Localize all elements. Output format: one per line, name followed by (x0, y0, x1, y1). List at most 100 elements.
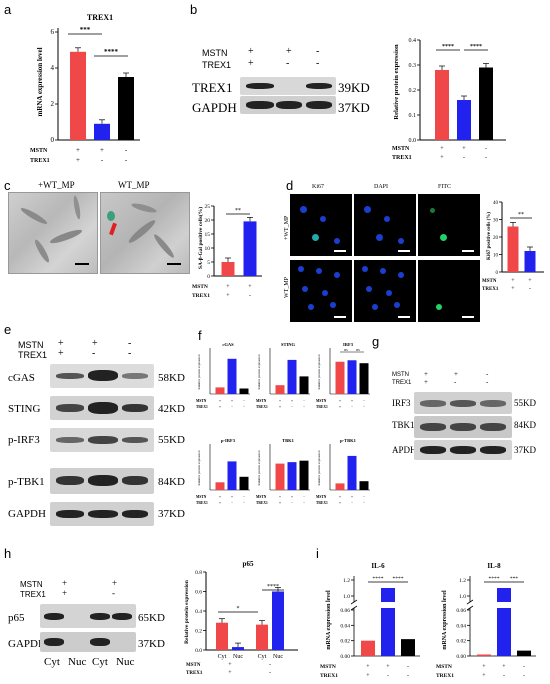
bar (435, 70, 449, 140)
y-tick-label: 0.2 (409, 88, 417, 94)
mark: + (440, 145, 444, 152)
mini-row-label: TREX1 (196, 405, 208, 409)
bar (347, 455, 357, 490)
row-a-trex1: TREX1 (30, 158, 50, 164)
bar (227, 358, 237, 394)
bar (221, 262, 235, 276)
blot-strip (40, 604, 136, 628)
blot-e-sting: STING (8, 403, 41, 415)
chart-a-title: TREX1 (87, 13, 113, 22)
y-tick-label: 0 (207, 274, 210, 280)
mini-mark: - (363, 404, 365, 409)
y-tick-label: 0.0 (195, 648, 202, 654)
mark: + (424, 378, 428, 386)
mark: - (286, 58, 290, 69)
bar (335, 483, 345, 490)
mark: - (112, 588, 115, 598)
mini-mark: - (351, 404, 353, 409)
row-i2-mstn: MSTN (436, 664, 452, 670)
mark: - (485, 145, 487, 152)
mark: + (366, 664, 370, 670)
blot-g-irf3: IRF3 (392, 398, 411, 408)
mark: - (486, 370, 489, 378)
mini-mark: - (303, 494, 305, 499)
bar (232, 647, 244, 650)
mark: + (76, 146, 80, 154)
bar (517, 650, 531, 656)
blot-strip (50, 502, 154, 526)
blot-e-trex1-label: TREX1 (18, 350, 48, 360)
y-tick-label: 0.00 (340, 654, 350, 660)
blot-strip (50, 428, 154, 452)
chart-i-il8: IL-8 mRNA expression level 0.00 0.02 0.04 0… (436, 562, 536, 679)
mini-mark: - (363, 494, 365, 499)
mini-row-label: MSTN (316, 399, 327, 403)
sig-label: **** (393, 576, 404, 582)
y-tick-label: 0.0 (409, 138, 417, 144)
mark: + (440, 154, 444, 161)
bar (287, 359, 297, 394)
blot-strip (50, 396, 154, 420)
bar (275, 463, 285, 490)
bar (227, 461, 237, 490)
lane-label: Nuc (68, 656, 87, 668)
blot-h-trex1-label: TREX1 (20, 590, 46, 599)
chart-i1-ylabel: mRNA expression level (326, 590, 332, 650)
mark: + (462, 145, 466, 152)
chart-i-il6: IL-6 mRNA expression level 0.00 0.02 0.04 0… (320, 562, 420, 679)
blot-strip (414, 440, 512, 460)
mark: - (101, 156, 104, 164)
kd-e-2: 42KD (158, 403, 185, 415)
chart-c: SA-β-Gal positive cells(%) 0 5 10 15 20 25 **… (192, 204, 262, 299)
lane-label: Cyt (92, 656, 108, 668)
chart-b: Relative protein expression 0.0 0.1 0.2 0.3… (392, 38, 506, 161)
blot-strip (414, 416, 512, 438)
y-tick-label: 1.0 (343, 594, 350, 600)
panel-letter-c: c (4, 178, 11, 193)
blot-h-p65: p65 (8, 612, 25, 624)
mini-chart-ylabel: Relative protein expression (317, 354, 321, 389)
mini-mark: + (219, 494, 222, 499)
mark: - (316, 46, 320, 57)
kd-g-3: 37KD (514, 445, 536, 455)
mini-chart-ylabel: Relative protein expression (317, 450, 321, 485)
mini-mark: - (363, 398, 365, 403)
kd-b-1: 39KD (338, 80, 370, 95)
blot-strip (50, 468, 154, 494)
img-c-label-2: WT_MP (118, 180, 150, 190)
mini-mark: - (351, 500, 353, 505)
mini-mark: - (303, 500, 305, 505)
bar (401, 639, 415, 656)
mini-mark: + (231, 494, 234, 499)
kd-g-1: 55KD (514, 398, 536, 408)
blot-b-trex1: TREX1 (192, 80, 233, 95)
chart-d: Ki67 positive cells (%) 0 10 20 30 40 ** MST… (482, 201, 544, 292)
col-label-dapi: DAPI (374, 184, 389, 190)
y-tick-label: 0.00 (456, 654, 466, 660)
mark: - (92, 348, 96, 359)
lane-label: Nuc (273, 654, 283, 660)
sig-b-1: **** (442, 44, 454, 50)
mini-row-label: MSTN (196, 399, 207, 403)
y-tick-label: 10 (205, 246, 211, 252)
bar (335, 361, 345, 394)
blot-g-mstn-label: MSTN (392, 372, 409, 378)
mini-row-label: TREX1 (316, 405, 328, 409)
sig-a-1: *** (80, 26, 91, 34)
mark: + (226, 293, 230, 299)
mark: + (248, 58, 254, 69)
y-tick-label: 1.2 (459, 578, 466, 584)
bar (381, 588, 395, 602)
mark: + (424, 370, 428, 378)
y-tick-label: 0.06 (456, 608, 466, 614)
mark: + (112, 578, 118, 588)
bar (239, 388, 249, 394)
mini-mark: - (243, 404, 245, 409)
bar (457, 100, 471, 140)
y-tick-label: 10 (493, 254, 499, 259)
bar (497, 588, 511, 602)
panel-letter-b: b (190, 2, 198, 17)
chart-d-ylabel: Ki67 positive cells (%) (487, 212, 492, 260)
mark: + (286, 46, 292, 57)
